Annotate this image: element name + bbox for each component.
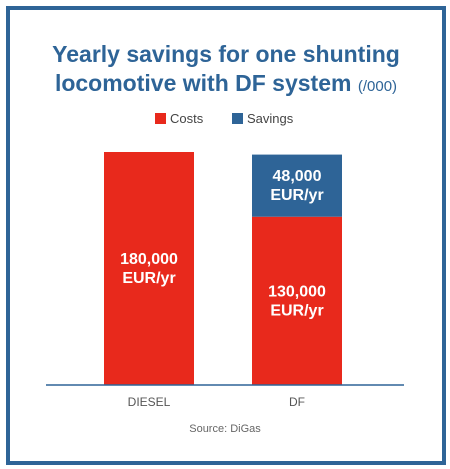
chart-title: Yearly savings for one shunting locomoti… xyxy=(10,40,442,101)
bar-df-costs xyxy=(252,216,342,385)
source-note: Source: DiGas xyxy=(189,423,261,435)
tick-label-df: DF xyxy=(289,395,305,409)
legend-label-savings: Savings xyxy=(247,111,294,126)
data-label-df-savings-1: 48,000 xyxy=(273,168,322,185)
chart-title-unit: (/000) xyxy=(357,78,398,95)
bars-group: 180,000 EUR/yr 130,000 EUR/yr 48,000 EUR/yr xyxy=(104,152,342,385)
x-axis-ticks: DIESEL DF xyxy=(128,395,305,409)
bar-df-savings xyxy=(252,154,342,217)
tick-label-diesel: DIESEL xyxy=(128,395,171,409)
data-label-df-savings-2: EUR/yr xyxy=(270,187,323,204)
chart-frame: Yearly savings for one shunting locomoti… xyxy=(6,6,446,465)
chart-title-line-2: locomotive with DF system (/000) xyxy=(10,69,442,101)
data-label-diesel-costs-1: 180,000 xyxy=(120,251,178,268)
bar-diesel-costs xyxy=(104,152,194,385)
data-label-df-costs-2: EUR/yr xyxy=(270,302,323,319)
legend-swatch-savings xyxy=(232,113,243,124)
chart-title-line-1: Yearly savings for one shunting xyxy=(52,41,400,67)
legend: Costs Savings xyxy=(155,111,294,126)
data-label-diesel-costs-2: EUR/yr xyxy=(122,270,175,287)
legend-swatch-costs xyxy=(155,113,166,124)
legend-label-costs: Costs xyxy=(170,111,204,126)
data-label-df-costs-1: 130,000 xyxy=(268,283,326,300)
chart-title-main: locomotive with DF system xyxy=(54,70,352,96)
